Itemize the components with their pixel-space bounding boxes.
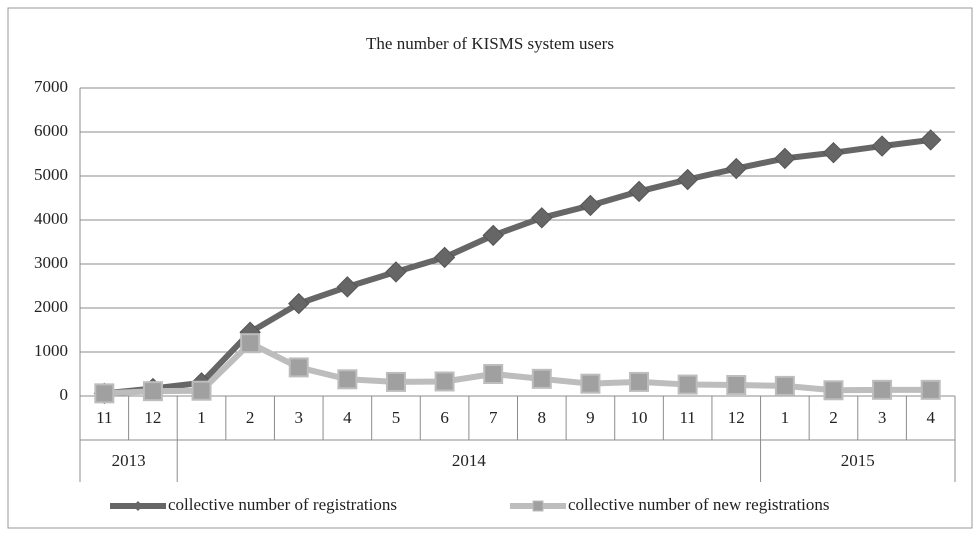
point-marker	[629, 371, 650, 392]
point-marker	[677, 374, 698, 395]
x-tick-label: 11	[679, 408, 695, 427]
point-marker	[531, 368, 552, 389]
x-tick-label: 11	[96, 408, 112, 427]
point-marker	[531, 207, 553, 229]
point-marker	[336, 276, 359, 298]
point-marker	[871, 135, 893, 157]
point-marker	[142, 381, 163, 402]
point-marker	[337, 369, 358, 390]
x-tick-label: 1	[197, 408, 206, 427]
year-label: 2015	[841, 451, 875, 470]
point-marker	[579, 194, 602, 217]
point-marker	[94, 383, 115, 404]
point-marker	[482, 224, 504, 247]
point-marker	[288, 292, 310, 315]
y-tick-label: 3000	[34, 253, 68, 272]
x-tick-label: 12	[144, 408, 161, 427]
year-label: 2014	[452, 451, 487, 470]
x-tick-label: 8	[538, 408, 547, 427]
x-tick-label: 4	[926, 408, 935, 427]
point-marker	[434, 371, 455, 392]
x-tick-label: 2	[829, 408, 838, 427]
legend-marker	[532, 500, 544, 512]
point-marker	[823, 380, 844, 401]
point-marker	[580, 373, 601, 394]
x-tick-label: 3	[878, 408, 887, 427]
x-tick-label: 6	[440, 408, 449, 427]
legend-label: collective number of new registrations	[568, 495, 830, 514]
point-marker	[385, 261, 407, 283]
point-marker	[288, 357, 309, 378]
y-tick-label: 0	[60, 385, 69, 404]
point-marker	[191, 380, 212, 401]
legend-marker	[133, 501, 143, 511]
point-marker	[774, 375, 795, 396]
point-marker	[726, 375, 747, 395]
x-tick-label: 2	[246, 408, 255, 427]
point-marker	[920, 379, 941, 400]
x-tick-label: 10	[631, 408, 648, 427]
point-marker	[774, 147, 796, 170]
x-tick-label: 5	[392, 408, 401, 427]
chart-frame	[7, 7, 973, 529]
x-tick-label: 1	[781, 408, 790, 427]
point-marker	[725, 157, 747, 180]
point-marker	[919, 129, 942, 151]
y-tick-label: 2000	[34, 297, 68, 316]
legend-label: collective number of registrations	[168, 495, 397, 514]
chart-title: The number of KISMS system users	[366, 34, 614, 53]
year-label: 2013	[112, 451, 146, 470]
point-marker	[872, 379, 893, 400]
y-tick-label: 4000	[34, 209, 68, 228]
point-marker	[240, 333, 261, 354]
point-marker	[483, 364, 504, 384]
x-tick-label: 12	[728, 408, 745, 427]
y-tick-label: 1000	[34, 341, 68, 360]
y-tick-label: 6000	[34, 121, 68, 140]
point-marker	[676, 168, 699, 191]
x-tick-label: 9	[586, 408, 595, 427]
x-tick-label: 7	[489, 408, 498, 427]
point-marker	[628, 180, 650, 203]
x-tick-label: 3	[295, 408, 304, 427]
point-marker	[433, 246, 456, 269]
y-tick-label: 5000	[34, 165, 68, 184]
y-tick-label: 7000	[34, 77, 68, 96]
point-marker	[385, 371, 406, 392]
point-marker	[822, 141, 845, 164]
x-tick-label: 4	[343, 408, 352, 427]
